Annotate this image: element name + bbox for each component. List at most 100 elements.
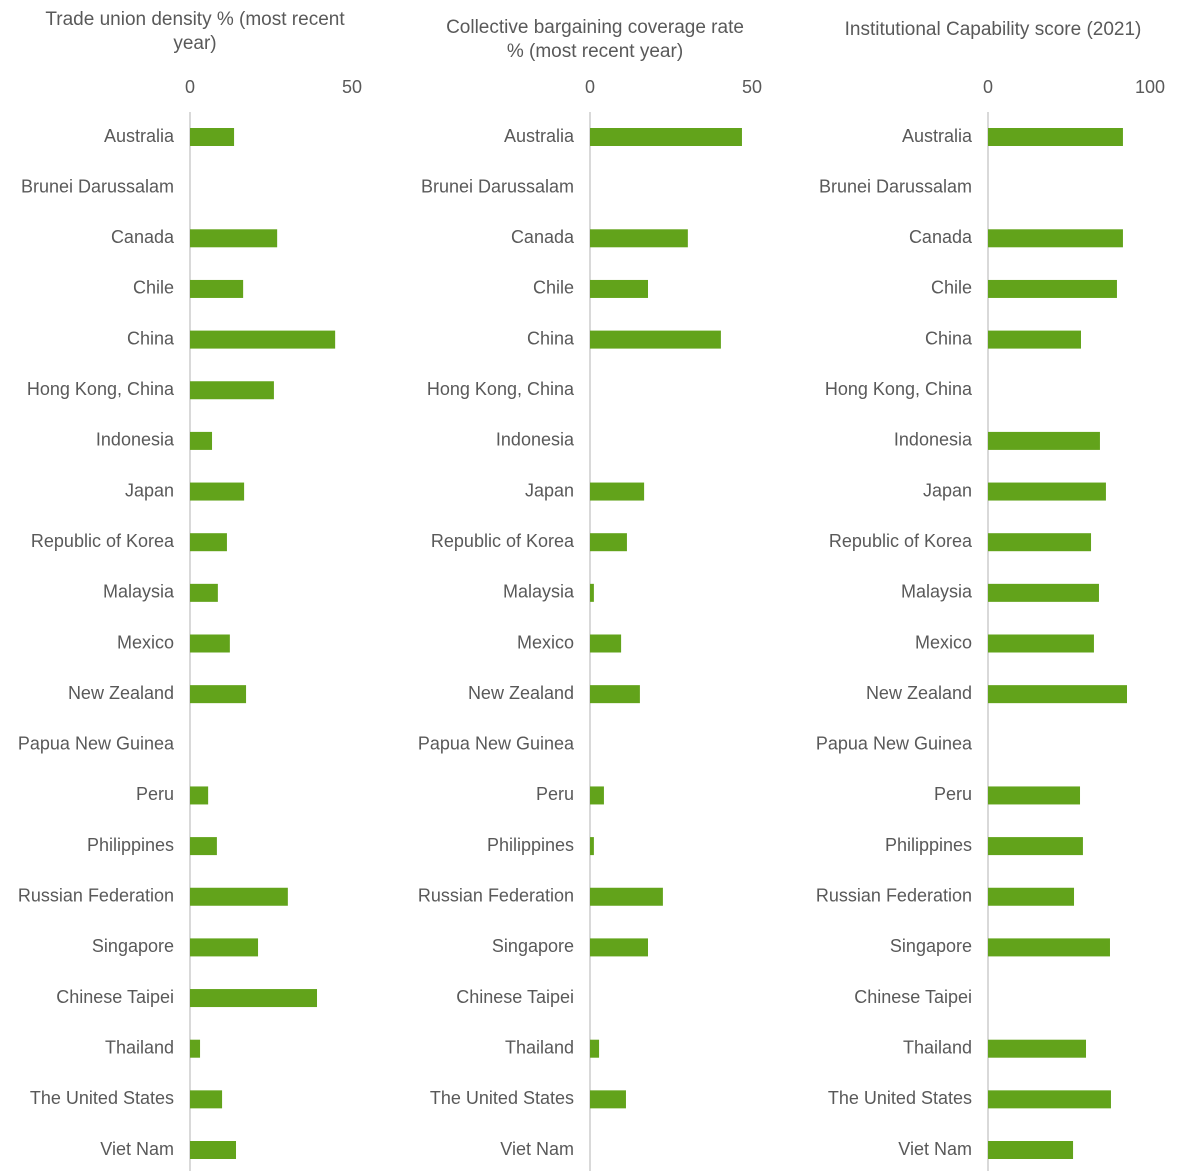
x-tick-label: 0 xyxy=(185,77,195,97)
bar xyxy=(590,837,594,856)
category-label: Malaysia xyxy=(503,582,575,602)
category-label: Canada xyxy=(511,227,575,247)
bar xyxy=(988,786,1081,805)
bar xyxy=(190,1141,237,1159)
category-label: Peru xyxy=(536,784,574,804)
category-label: Japan xyxy=(525,480,574,500)
category-label: Viet Nam xyxy=(898,1139,972,1159)
category-label: Singapore xyxy=(92,936,174,956)
x-tick-label: 0 xyxy=(983,77,993,97)
category-label: New Zealand xyxy=(468,683,574,703)
x-tick-label: 100 xyxy=(1135,77,1165,97)
category-label: Canada xyxy=(111,227,175,247)
bar xyxy=(988,1090,1111,1109)
bar xyxy=(988,229,1123,248)
category-label: Thailand xyxy=(105,1037,174,1057)
category-label: New Zealand xyxy=(68,683,174,703)
category-label: Chile xyxy=(133,278,174,298)
bar xyxy=(190,1039,201,1058)
category-label: Canada xyxy=(909,227,973,247)
category-label: Chinese Taipei xyxy=(456,987,574,1007)
category-label: Viet Nam xyxy=(500,1139,574,1159)
bar xyxy=(988,1039,1087,1058)
bar xyxy=(190,431,213,450)
bar xyxy=(988,533,1092,552)
bar xyxy=(190,381,274,400)
x-tick-label: 50 xyxy=(342,77,362,97)
bar xyxy=(590,634,622,653)
category-label: Republic of Korea xyxy=(829,531,973,551)
bar xyxy=(190,279,244,298)
bar xyxy=(590,533,627,552)
category-label: The United States xyxy=(828,1088,972,1108)
category-label: Mexico xyxy=(915,632,972,652)
category-label: Indonesia xyxy=(496,430,575,450)
bar xyxy=(190,128,235,146)
bar xyxy=(190,887,288,906)
bar xyxy=(988,887,1075,906)
chart-title: Institutional Capability score (2021) xyxy=(844,19,1142,40)
x-tick-label: 50 xyxy=(742,77,762,97)
category-label: China xyxy=(527,328,575,348)
category-label: The United States xyxy=(430,1088,574,1108)
bar xyxy=(988,938,1110,957)
category-label: Peru xyxy=(136,784,174,804)
category-label: Philippines xyxy=(885,835,972,855)
category-label: Russian Federation xyxy=(18,886,174,906)
category-label: Chile xyxy=(533,278,574,298)
category-label: Mexico xyxy=(117,632,174,652)
category-label: Brunei Darussalam xyxy=(21,176,174,196)
bar xyxy=(190,938,259,957)
category-label: Australia xyxy=(104,126,175,146)
category-label: Malaysia xyxy=(901,582,973,602)
bar xyxy=(590,229,688,248)
bar xyxy=(988,1141,1074,1159)
bar xyxy=(988,279,1117,298)
category-label: Papua New Guinea xyxy=(418,734,575,754)
category-label: China xyxy=(127,328,175,348)
bar xyxy=(590,279,648,298)
bar xyxy=(590,583,594,602)
category-label: Brunei Darussalam xyxy=(819,176,972,196)
category-label: Australia xyxy=(504,126,575,146)
category-label: Hong Kong, China xyxy=(427,379,575,399)
category-label: Malaysia xyxy=(103,582,175,602)
category-label: Hong Kong, China xyxy=(27,379,175,399)
category-label: Singapore xyxy=(890,936,972,956)
category-label: Chinese Taipei xyxy=(854,987,972,1007)
bar xyxy=(590,685,640,704)
category-label: Japan xyxy=(923,480,972,500)
category-label: Viet Nam xyxy=(100,1139,174,1159)
bar xyxy=(590,786,604,805)
bar xyxy=(988,431,1100,450)
bar xyxy=(190,1090,223,1109)
bar xyxy=(988,583,1099,602)
category-label: Mexico xyxy=(517,632,574,652)
bar xyxy=(590,1090,626,1109)
category-label: Chile xyxy=(931,278,972,298)
category-label: Australia xyxy=(902,126,973,146)
category-label: China xyxy=(925,328,973,348)
bar xyxy=(590,887,663,906)
bar xyxy=(988,634,1094,653)
bar xyxy=(190,786,209,805)
category-label: Indonesia xyxy=(894,430,973,450)
bar xyxy=(190,229,278,248)
category-label: Russian Federation xyxy=(816,886,972,906)
bar xyxy=(190,837,217,856)
category-label: Hong Kong, China xyxy=(825,379,973,399)
category-label: Thailand xyxy=(505,1037,574,1057)
bar xyxy=(988,482,1106,501)
bar xyxy=(190,685,247,704)
bar xyxy=(988,128,1123,146)
category-label: Papua New Guinea xyxy=(18,734,175,754)
category-label: Brunei Darussalam xyxy=(421,176,574,196)
bar xyxy=(590,128,742,146)
category-label: Japan xyxy=(125,480,174,500)
bar xyxy=(590,330,721,349)
bar xyxy=(190,533,227,552)
bar xyxy=(590,938,648,957)
category-label: Russian Federation xyxy=(418,886,574,906)
